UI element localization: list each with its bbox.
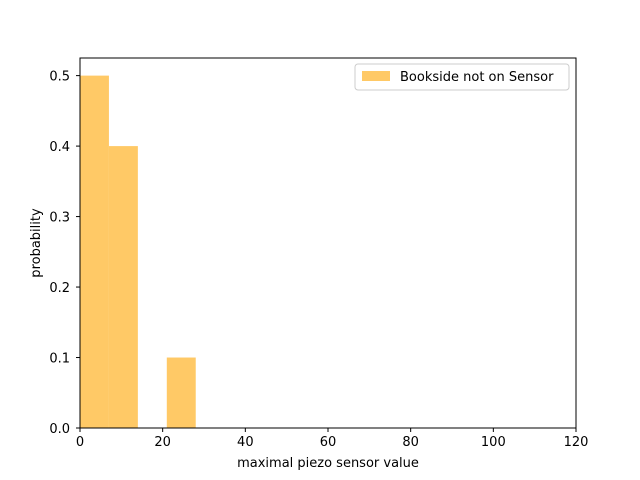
y-tick-label: 0.3	[49, 211, 70, 226]
plot-frame	[79, 57, 577, 429]
histogram-bar	[108, 146, 138, 428]
y-tick-label: 0.0	[49, 422, 70, 437]
x-tick-label: 60	[320, 435, 337, 450]
legend: Bookside not on Sensor	[354, 63, 570, 91]
x-tick-label: 100	[481, 435, 506, 450]
x-axis-ticks: 0 20 40 60 80 100 120	[76, 428, 589, 450]
bars-group	[80, 75, 196, 428]
x-tick-label: 120	[564, 435, 589, 450]
x-tick-label: 40	[237, 435, 254, 450]
legend-frame	[354, 63, 570, 91]
y-tick-label: 0.4	[49, 140, 70, 155]
legend-swatch	[362, 71, 390, 81]
y-tick-label: 0.2	[49, 281, 70, 296]
y-axis-ticks: 0.0 0.1 0.2 0.3 0.4 0.5	[49, 70, 80, 437]
x-axis-label: maximal piezo sensor value	[237, 456, 419, 471]
y-axis-label: probability	[29, 208, 44, 278]
legend-label: Bookside not on Sensor	[400, 70, 554, 85]
histogram-bar	[80, 75, 109, 428]
histogram-bar	[166, 357, 196, 428]
x-tick-label: 0	[76, 435, 84, 450]
x-tick-label: 80	[402, 435, 419, 450]
y-tick-label: 0.1	[49, 352, 70, 367]
x-tick-label: 20	[154, 435, 171, 450]
y-tick-label: 0.5	[49, 70, 70, 85]
